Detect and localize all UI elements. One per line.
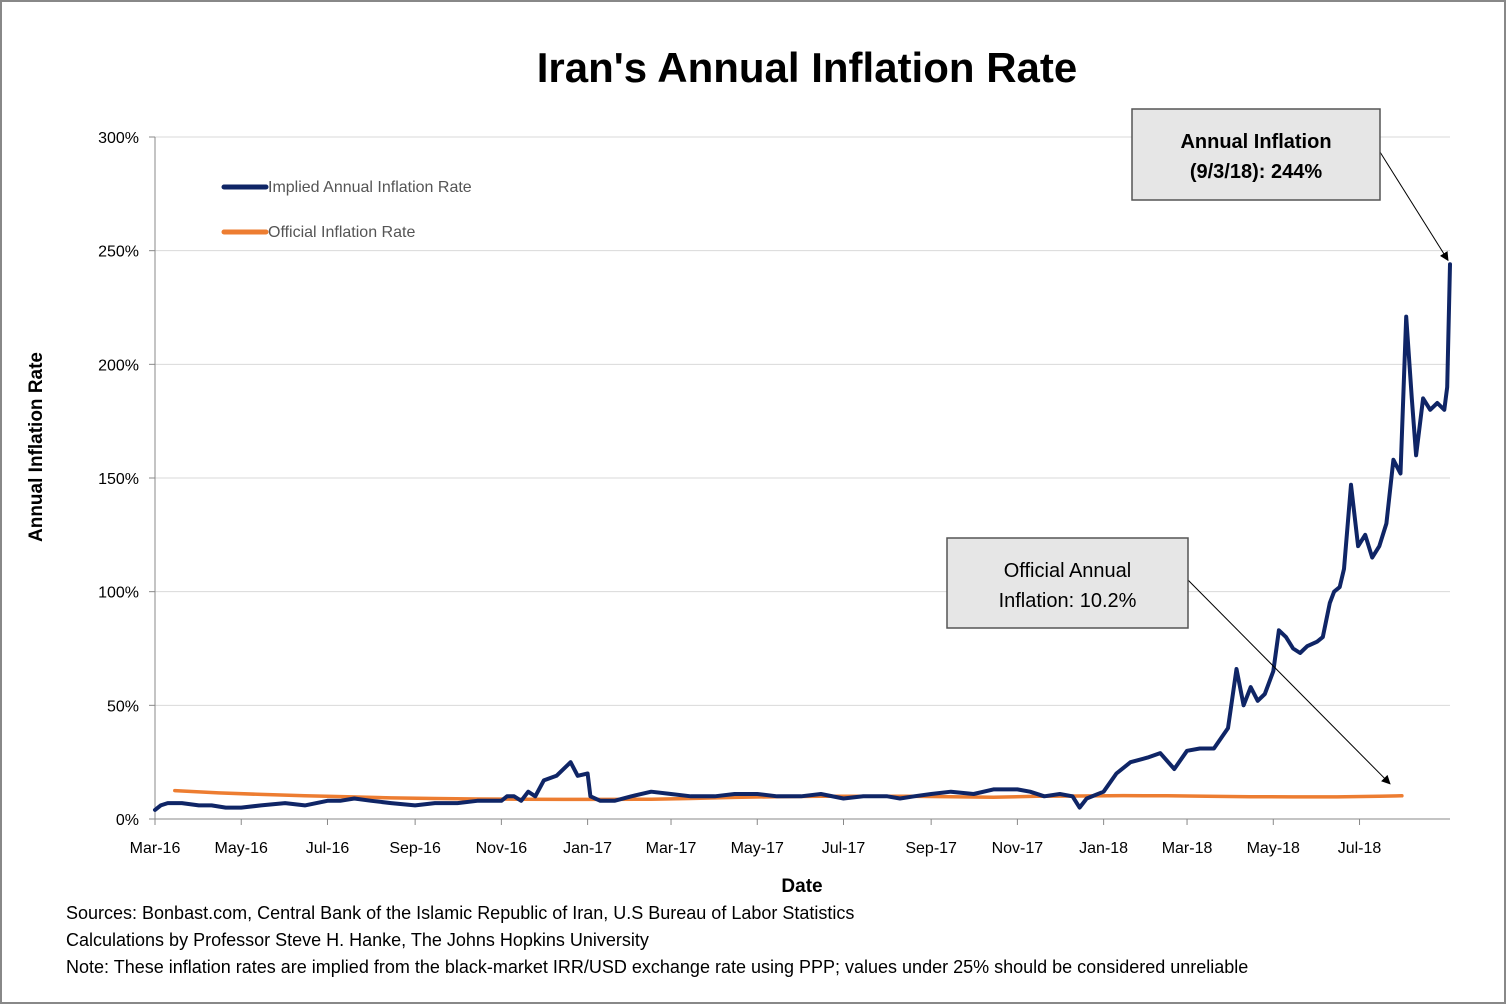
- annotation-arrow: [1379, 151, 1449, 262]
- annotation-line-2: (9/3/18): 244%: [1190, 161, 1323, 183]
- y-tick-label: 150%: [98, 471, 139, 488]
- x-tick-label: Jul-16: [306, 840, 350, 857]
- x-tick-label: Mar-16: [130, 840, 181, 857]
- annotation-line-2: Inflation: 10.2%: [999, 590, 1137, 612]
- x-tick-label: Nov-17: [992, 840, 1044, 857]
- annotation-line-1: Annual Inflation: [1180, 131, 1331, 153]
- y-tick-label: 300%: [98, 130, 139, 147]
- x-tick-label: Jan-18: [1079, 840, 1128, 857]
- y-tick-label: 200%: [98, 357, 139, 374]
- x-tick-label: Sep-17: [905, 840, 957, 857]
- gridlines: [155, 136, 1450, 706]
- series-lines: [153, 262, 1452, 812]
- annotation-box: [1131, 108, 1381, 201]
- y-tick-label: 100%: [98, 585, 139, 602]
- chart-title: Iran's Annual Inflation Rate: [537, 44, 1077, 91]
- axes: 0% 50% 100% 150% 200% 250% 300% Mar-16 May-16 Jul…: [98, 130, 1450, 857]
- footer-note: Note: These inflation rates are implied …: [66, 957, 1249, 977]
- footer-calculations: Calculations by Professor Steve H. Hanke…: [66, 930, 649, 950]
- y-axis-title: Annual Inflation Rate: [26, 352, 47, 542]
- annotation-line-1: Official Annual: [1004, 560, 1132, 582]
- x-tick-label: Mar-18: [1162, 840, 1213, 857]
- annotations: Annual Inflation (9/3/18): 244% Official A…: [946, 108, 1449, 785]
- x-tick-label: Nov-16: [476, 840, 528, 857]
- y-tick-label: 0%: [116, 812, 139, 829]
- x-tick-label: Jul-17: [822, 840, 866, 857]
- x-tick-label: May-17: [731, 840, 784, 857]
- footer-notes: Sources: Bonbast.com, Central Bank of th…: [66, 900, 1248, 981]
- legend-label: Official Inflation Rate: [268, 224, 415, 241]
- footer-sources: Sources: Bonbast.com, Central Bank of th…: [66, 903, 855, 923]
- x-tick-label: Jan-17: [563, 840, 612, 857]
- x-tick-label: Sep-16: [389, 840, 441, 857]
- x-axis-title: Date: [781, 876, 822, 897]
- implied-inflation-line: [153, 262, 1452, 812]
- annotation-arrow: [1187, 579, 1391, 785]
- y-tick-label: 250%: [98, 244, 139, 261]
- y-tick-label: 50%: [107, 698, 139, 715]
- x-tick-label: Mar-17: [646, 840, 697, 857]
- x-tick-label: Jul-18: [1338, 840, 1382, 857]
- annotation-box: [946, 537, 1189, 629]
- x-tick-label: May-16: [215, 840, 268, 857]
- legend: Implied Annual Inflation Rate Official In…: [221, 179, 472, 241]
- x-tick-label: May-18: [1247, 840, 1300, 857]
- legend-label: Implied Annual Inflation Rate: [268, 179, 472, 196]
